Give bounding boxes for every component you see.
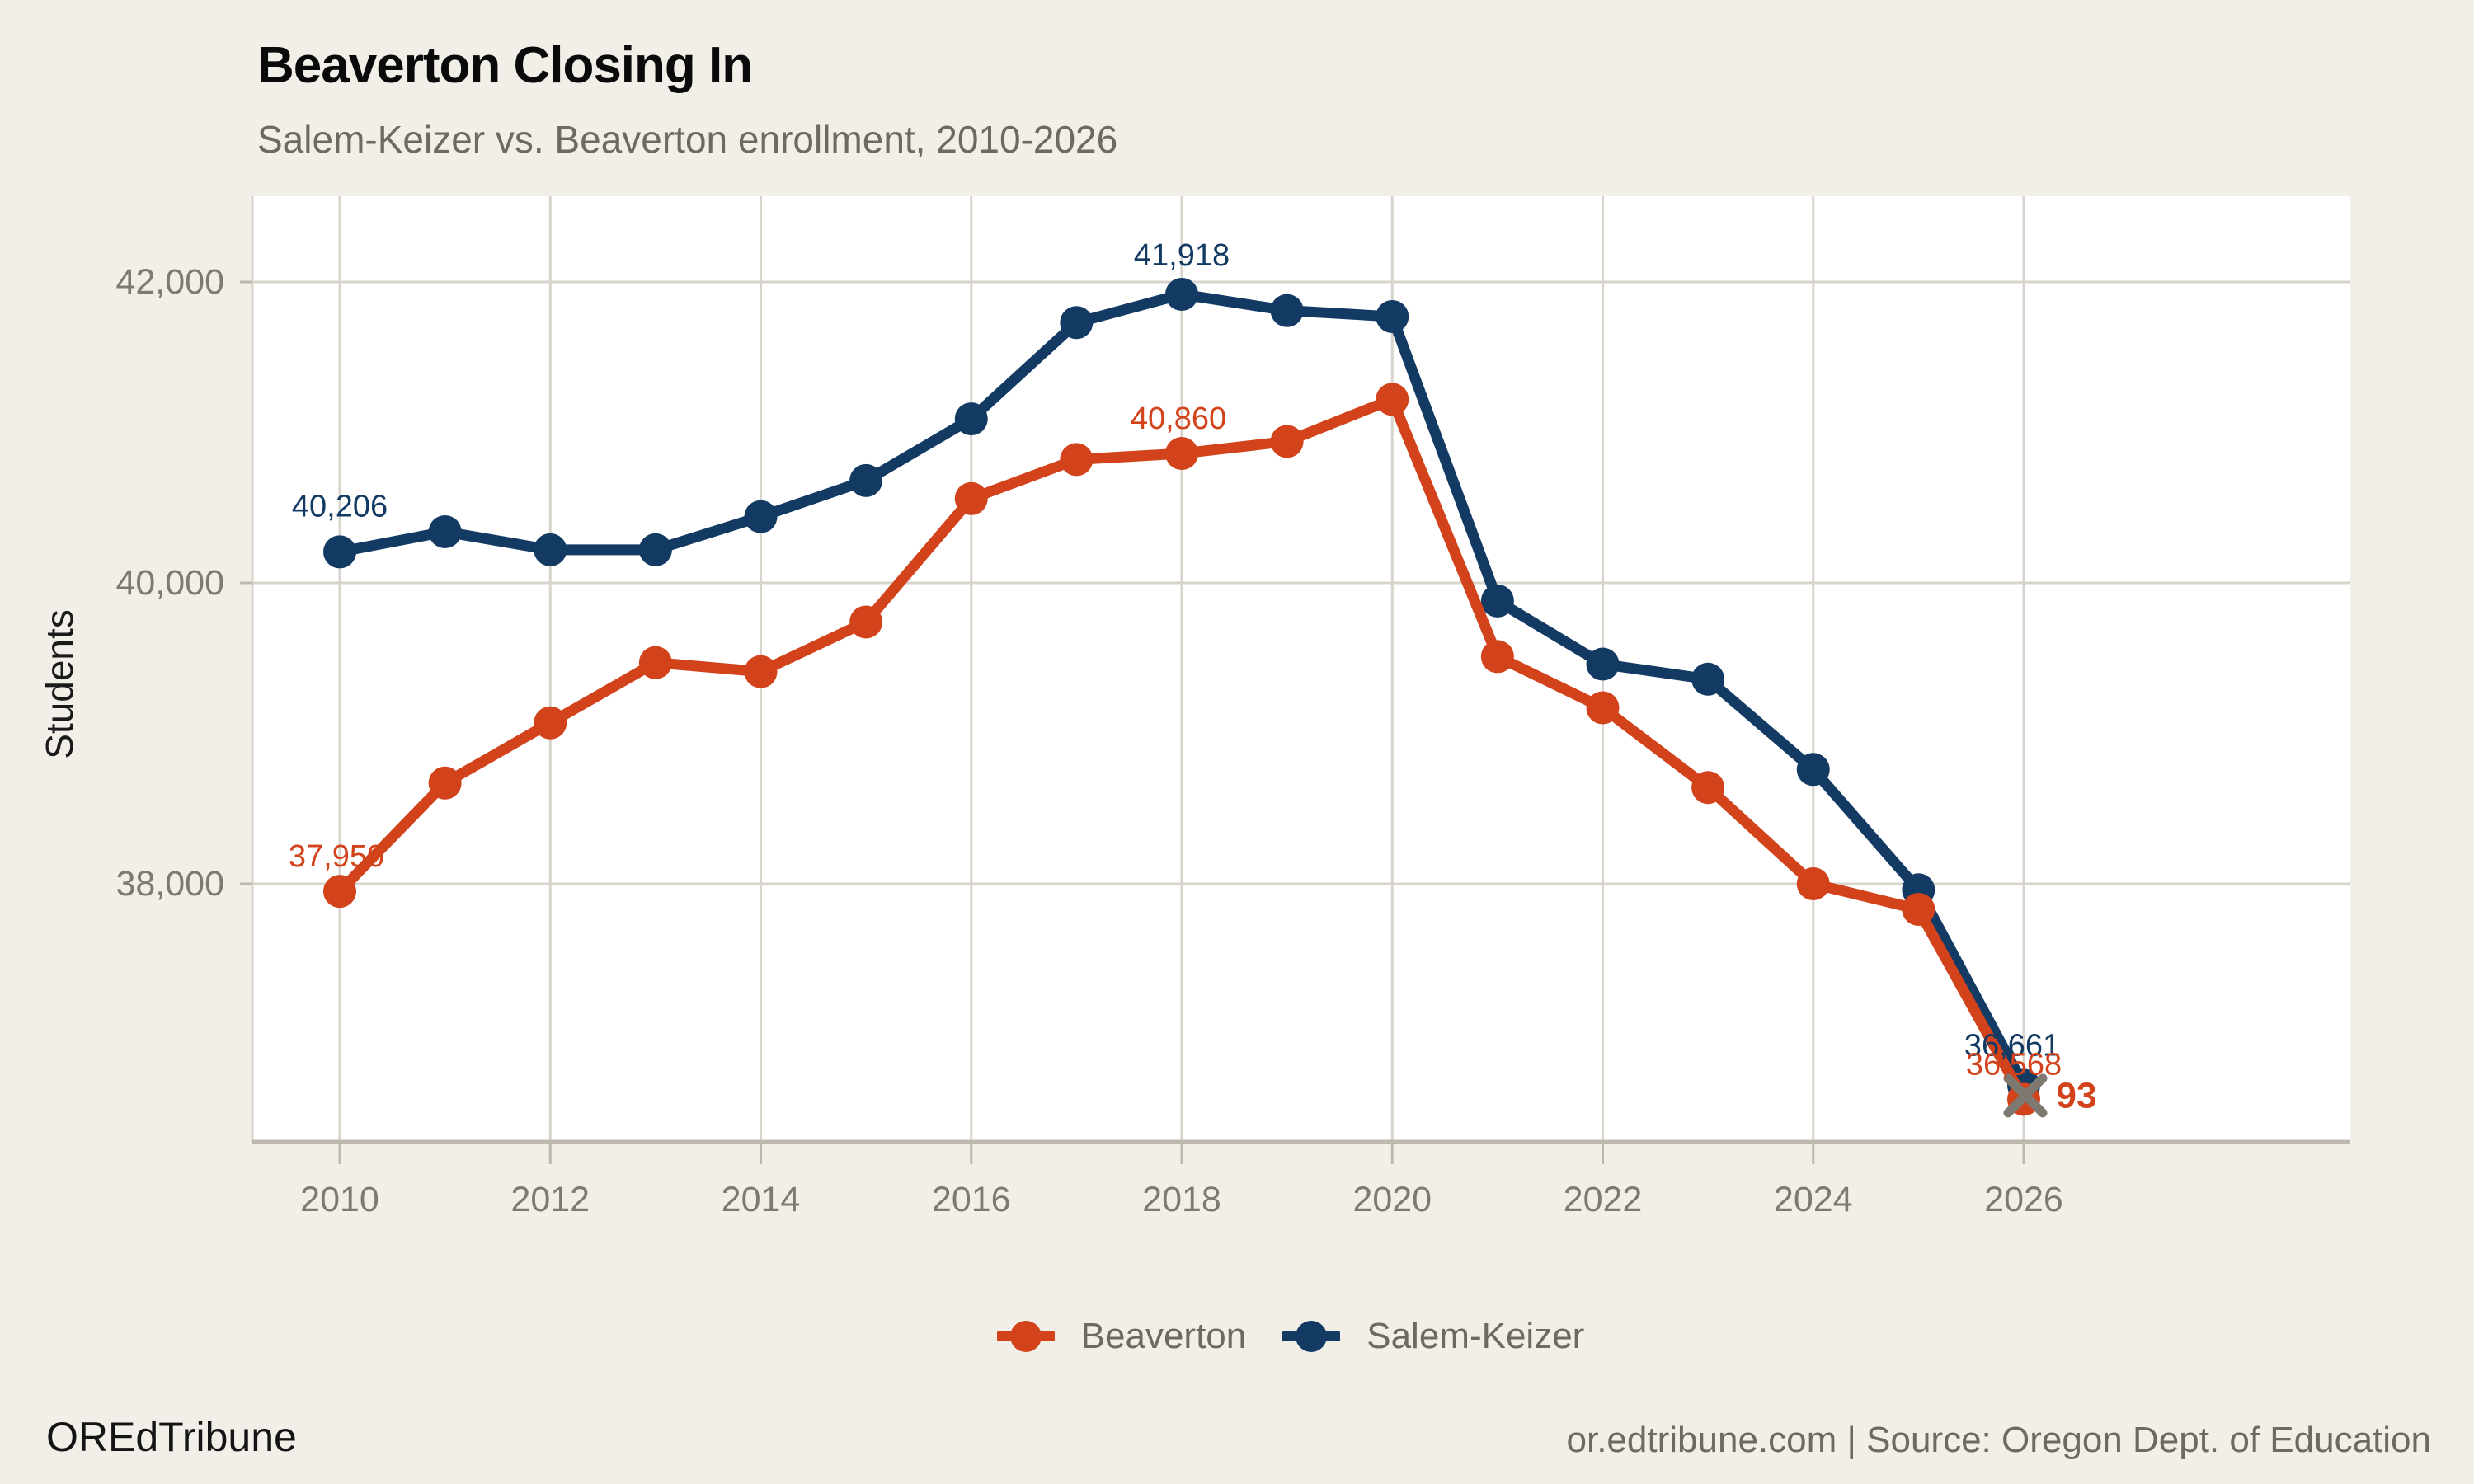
data-point-beaverton xyxy=(1376,383,1409,416)
data-point-salem-keizer xyxy=(638,533,672,566)
data-point-beaverton xyxy=(1060,443,1094,477)
plot-panel xyxy=(252,196,2350,1142)
point-value-label: 40,206 xyxy=(292,489,388,524)
data-point-beaverton xyxy=(954,481,988,515)
data-point-salem-keizer xyxy=(1480,584,1514,618)
data-point-beaverton xyxy=(744,655,778,688)
data-point-salem-keizer xyxy=(1165,277,1198,311)
data-point-beaverton xyxy=(1480,640,1514,674)
crossing-x-marker xyxy=(2003,1073,2048,1118)
salem-keizer-legend-marker xyxy=(1282,1321,1341,1352)
legend-item-salem-keizer: Salem-Keizer xyxy=(1282,1316,1584,1357)
gap-value-label: 93 xyxy=(2057,1075,2097,1115)
legend-label-beaverton: Beaverton xyxy=(1080,1316,1247,1356)
x-tick-label: 2026 xyxy=(1984,1180,2063,1219)
data-point-salem-keizer xyxy=(428,514,462,548)
data-point-salem-keizer xyxy=(1796,753,1830,787)
data-point-salem-keizer xyxy=(323,535,356,569)
x-tick-label: 2010 xyxy=(300,1180,379,1219)
brand-wordmark: OREdTribune xyxy=(46,1414,297,1460)
data-point-salem-keizer xyxy=(1691,662,1725,696)
data-point-beaverton xyxy=(534,706,567,740)
chart-subtitle: Salem-Keizer vs. Beaverton enrollment, 2… xyxy=(257,118,1118,161)
y-axis-title: Students xyxy=(38,609,81,759)
x-tick-label: 2024 xyxy=(1774,1180,1853,1219)
data-point-beaverton xyxy=(1902,893,1935,927)
x-tick-label: 2014 xyxy=(722,1180,801,1219)
data-point-salem-keizer xyxy=(1376,299,1409,333)
data-point-beaverton xyxy=(1796,867,1830,900)
chart-title: Beaverton Closing In xyxy=(257,37,753,94)
x-tick-label: 2020 xyxy=(1352,1180,1432,1219)
data-point-beaverton xyxy=(428,766,462,800)
data-point-beaverton xyxy=(1691,771,1725,805)
legend-label-salem-keizer: Salem-Keizer xyxy=(1366,1316,1585,1356)
data-point-beaverton xyxy=(1165,437,1198,471)
data-point-salem-keizer xyxy=(954,402,988,436)
data-point-salem-keizer xyxy=(744,500,778,533)
data-point-salem-keizer xyxy=(534,533,567,566)
point-value-label: 37,950 xyxy=(289,839,384,874)
data-point-beaverton xyxy=(849,605,883,639)
point-value-label: 36,568 xyxy=(1966,1047,2062,1082)
data-point-salem-keizer xyxy=(1270,294,1304,327)
data-point-beaverton xyxy=(638,646,672,679)
source-attribution: or.edtribune.com | Source: Oregon Dept. … xyxy=(1566,1420,2431,1460)
x-tick-label: 2016 xyxy=(932,1180,1011,1219)
data-point-beaverton xyxy=(323,875,356,909)
point-value-label: 41,918 xyxy=(1134,238,1230,273)
x-tick-label: 2018 xyxy=(1142,1180,1221,1219)
data-point-salem-keizer xyxy=(1586,647,1620,681)
point-value-label: 40,860 xyxy=(1131,402,1226,436)
y-tick-label: 42,000 xyxy=(115,262,224,302)
x-tick-label: 2012 xyxy=(510,1180,590,1219)
data-point-salem-keizer xyxy=(849,463,883,497)
chart-legend: Beaverton Salem-Keizer xyxy=(54,1316,2474,1357)
data-point-salem-keizer xyxy=(1060,306,1094,340)
y-tick-label: 38,000 xyxy=(115,864,224,904)
beaverton-legend-marker xyxy=(996,1321,1055,1352)
x-tick-label: 2022 xyxy=(1564,1180,1643,1219)
y-tick-label: 40,000 xyxy=(115,563,224,603)
point-value-label: 36,661 xyxy=(1964,1028,2060,1063)
data-point-beaverton xyxy=(1586,691,1620,725)
legend-item-beaverton: Beaverton xyxy=(996,1316,1247,1357)
data-point-beaverton xyxy=(1270,425,1304,458)
